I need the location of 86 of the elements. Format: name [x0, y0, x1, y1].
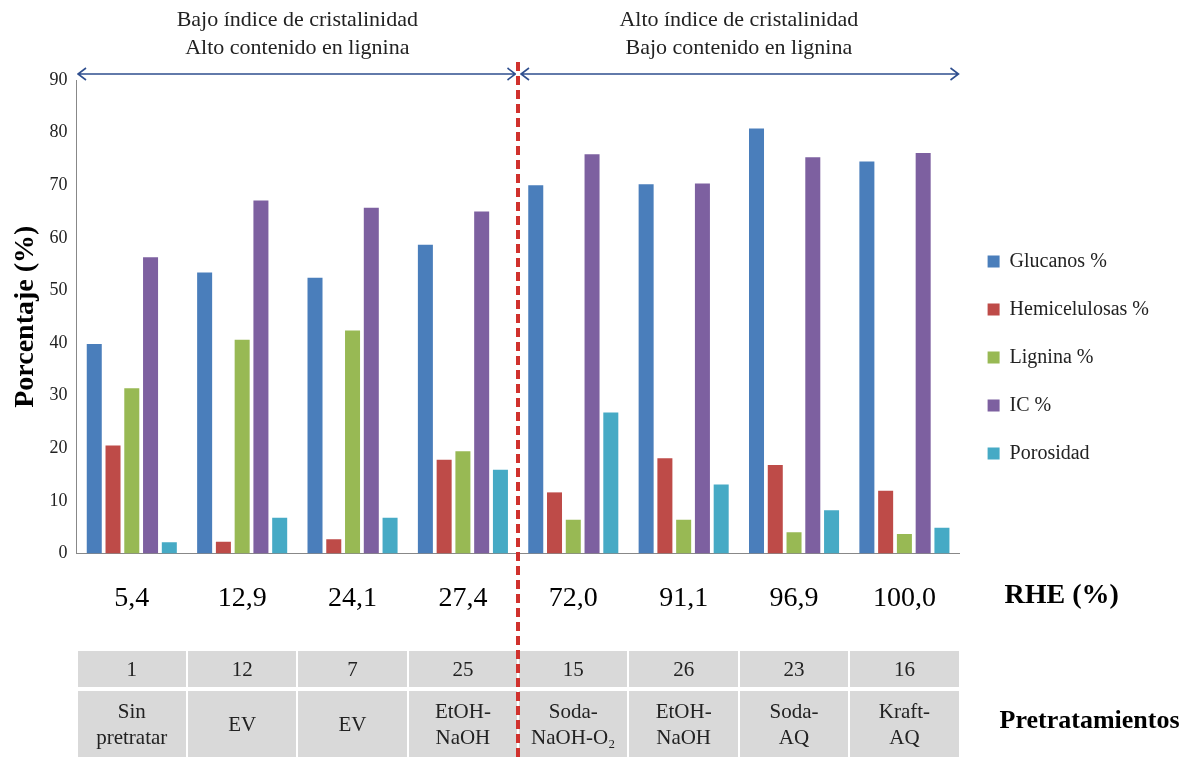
- y-tick-label: 50: [49, 279, 68, 300]
- bar: [676, 519, 692, 554]
- y-tick-label: 80: [49, 121, 68, 142]
- bar: [638, 184, 654, 554]
- x-tick-label: 5,4: [114, 580, 150, 612]
- bar: [161, 542, 177, 554]
- y-tick-label: 90: [49, 68, 68, 89]
- text: 15: [518, 650, 629, 688]
- x-tick-label: 27,4: [438, 580, 488, 612]
- bar: [326, 539, 342, 554]
- text: Alto índice de cristalinidad: [618, 5, 860, 33]
- bar: [528, 185, 544, 554]
- legend-label: Glucanos %: [1009, 248, 1107, 271]
- text: Kraft-AQ: [849, 690, 960, 758]
- text: Bajo índice de cristalinidad: [175, 5, 419, 33]
- text: Soda-AQ: [738, 690, 850, 758]
- x-tick-label: 24,1: [328, 580, 378, 612]
- bar: [824, 510, 840, 554]
- bar: [234, 339, 250, 554]
- bar: [124, 388, 140, 554]
- bar: [805, 157, 821, 554]
- x-axis-title: RHE (%): [1004, 577, 1119, 609]
- bar: [272, 517, 288, 554]
- y-tick-label: 60: [49, 226, 68, 247]
- bar: [436, 459, 452, 554]
- text: 26: [628, 650, 739, 688]
- bar: [547, 492, 563, 554]
- text: 16: [849, 650, 960, 688]
- bar: [657, 458, 673, 554]
- y-tick-label: 40: [49, 331, 68, 352]
- text: EV: [186, 690, 298, 758]
- x-tick-label: 100,0: [872, 580, 936, 612]
- legend-label: Hemicelulosas %: [1009, 296, 1149, 319]
- bar: [859, 161, 875, 554]
- bar: [603, 412, 619, 554]
- bar: [565, 519, 581, 554]
- x-tick-label: 96,9: [769, 580, 819, 612]
- bar: [253, 200, 269, 554]
- bar: [474, 211, 490, 554]
- x-tick-label: 91,1: [659, 580, 709, 612]
- bar: [749, 128, 765, 554]
- bar: [896, 533, 912, 554]
- y-tick-label: 10: [49, 489, 68, 510]
- text: Alto contenido en lignina: [184, 33, 411, 61]
- bar: [363, 207, 379, 554]
- legend-label: IC %: [1009, 392, 1052, 415]
- bar: [215, 541, 231, 554]
- bar: [713, 484, 729, 554]
- bar: [878, 490, 894, 554]
- y-tick-label: 70: [49, 173, 68, 194]
- bar: [105, 445, 121, 554]
- bar: [694, 183, 710, 554]
- bar: [492, 469, 508, 554]
- bar: [584, 154, 600, 554]
- x-tick-label: 12,9: [217, 580, 267, 612]
- bar: [915, 153, 931, 554]
- text: Pretratamientos: [999, 705, 1179, 735]
- text: Soda-NaOH-O₂: [518, 690, 629, 758]
- y-tick-label: 30: [49, 384, 68, 405]
- legend-label: Porosidad: [1009, 440, 1090, 463]
- y-tick-label: 0: [58, 542, 68, 563]
- text: 7: [297, 650, 408, 688]
- bar: [307, 277, 323, 554]
- y-axis-title: Porcentaje (%): [8, 225, 40, 408]
- text: 23: [738, 650, 850, 688]
- bar: [786, 532, 802, 554]
- text: EtOH-NaOH: [407, 690, 519, 758]
- bar: [197, 272, 213, 554]
- bar: [455, 451, 471, 554]
- text: 25: [407, 650, 519, 688]
- text: Sin pretratar: [76, 690, 187, 758]
- text: 1: [76, 650, 187, 688]
- text: EV: [297, 690, 408, 758]
- bar: [382, 517, 398, 554]
- x-tick-label: 72,0: [548, 580, 598, 612]
- y-tick-label: 20: [49, 436, 68, 457]
- bar: [767, 465, 783, 554]
- text: Bajo contenido en lignina: [624, 33, 854, 61]
- bar: [417, 244, 433, 554]
- bar: [345, 330, 361, 554]
- bar: [86, 344, 102, 554]
- legend-label: Lignina %: [1009, 344, 1094, 368]
- text: EtOH-NaOH: [628, 690, 739, 758]
- text: 12: [186, 650, 298, 688]
- bar: [934, 527, 950, 554]
- bar: [143, 257, 159, 554]
